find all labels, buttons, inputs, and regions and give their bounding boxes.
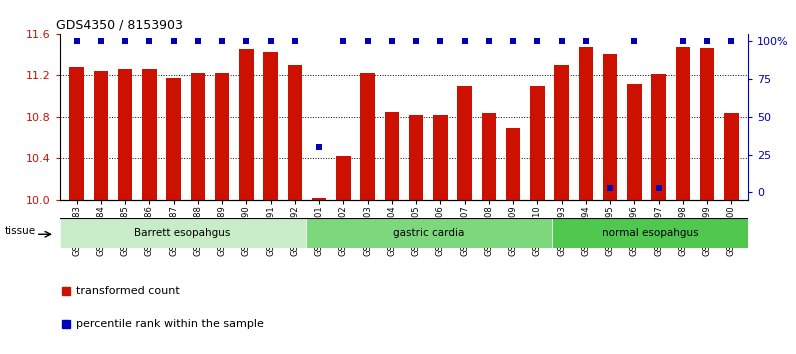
Bar [336, 156, 350, 200]
Bar [94, 71, 108, 200]
Bar [458, 86, 472, 200]
Bar [530, 86, 544, 200]
Bar [69, 67, 84, 200]
Bar [627, 84, 642, 200]
Bar [724, 113, 739, 200]
Bar [676, 47, 690, 200]
Bar [312, 198, 326, 200]
Text: Barrett esopahgus: Barrett esopahgus [135, 228, 231, 238]
Bar [361, 73, 375, 200]
Bar [552, 218, 748, 248]
Bar [190, 73, 205, 200]
Text: percentile rank within the sample: percentile rank within the sample [76, 319, 263, 329]
Bar [651, 74, 665, 200]
Bar [118, 69, 132, 200]
Bar [579, 47, 593, 200]
Text: GDS4350 / 8153903: GDS4350 / 8153903 [57, 18, 183, 31]
Bar [239, 49, 254, 200]
Bar [409, 115, 423, 200]
Bar [603, 55, 618, 200]
Bar [384, 112, 399, 200]
Bar [166, 78, 181, 200]
Text: transformed count: transformed count [76, 286, 179, 296]
Bar [263, 52, 278, 200]
Bar [482, 113, 496, 200]
Bar [142, 69, 157, 200]
Bar [433, 115, 447, 200]
Bar [554, 65, 569, 200]
Bar [505, 128, 521, 200]
Bar [700, 48, 714, 200]
Bar [215, 73, 229, 200]
Bar [60, 218, 306, 248]
Bar [287, 65, 302, 200]
Bar [306, 218, 552, 248]
Text: normal esopahgus: normal esopahgus [602, 228, 698, 238]
Text: tissue: tissue [5, 226, 36, 236]
Text: gastric cardia: gastric cardia [393, 228, 464, 238]
